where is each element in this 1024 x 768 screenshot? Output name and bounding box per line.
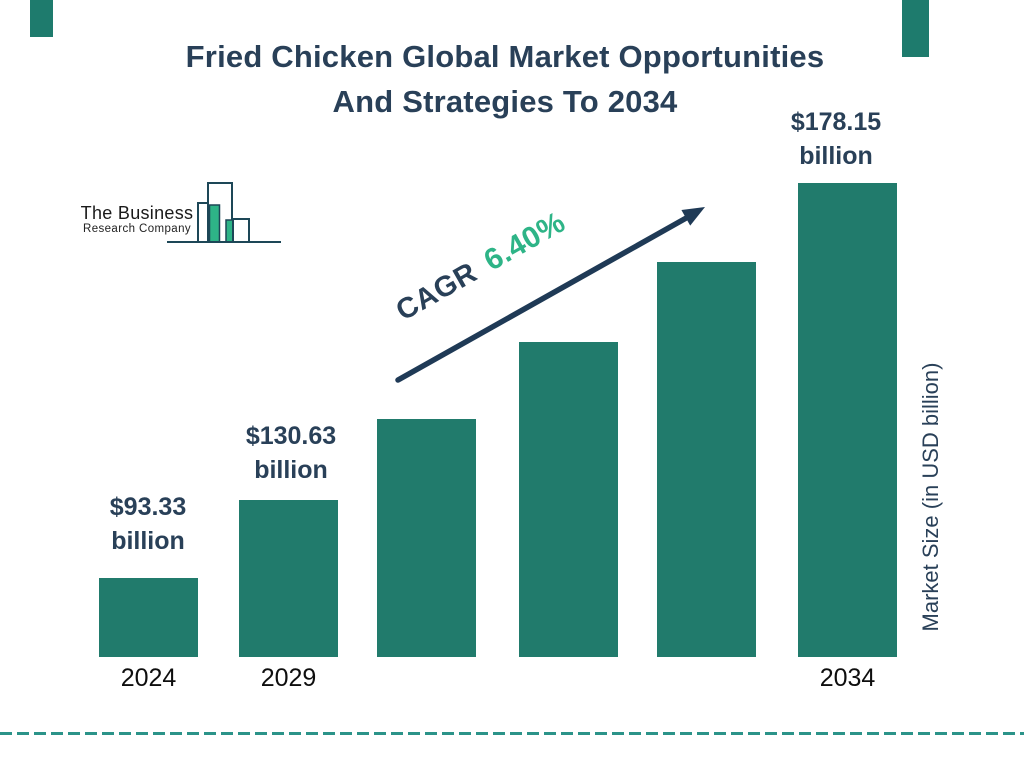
- cagr-label-group: CAGR6.40%: [390, 206, 572, 330]
- cagr-label: CAGR: [390, 256, 483, 328]
- market-bar-2024: [99, 578, 198, 657]
- value-unit: billion: [111, 527, 185, 555]
- company-logo-text: The Business Research Company: [78, 203, 196, 235]
- market-bar-2029: [239, 500, 338, 657]
- x-axis-label-2034: 2034: [819, 664, 876, 692]
- market-bar-intermediate-1: [377, 419, 476, 657]
- x-axis-label-2029: 2029: [260, 664, 317, 692]
- bottom-dashed-divider: [0, 732, 1024, 735]
- bar-value-label-2034: $178.15 billion: [736, 105, 936, 173]
- value-unit: billion: [799, 142, 873, 170]
- cagr-value: 6.40%: [478, 205, 571, 278]
- value-amount: $93.33: [109, 493, 187, 521]
- corner-accent-top-right: [902, 0, 929, 57]
- market-bar-2034: [798, 183, 897, 657]
- value-amount: $130.63: [245, 422, 337, 450]
- bar-value-label-2029: $130.63 billion: [191, 419, 391, 487]
- bar-value-label-2024: $93.33 billion: [48, 490, 248, 558]
- x-axis-label-2024: 2024: [120, 664, 177, 692]
- logo-name-primary: The Business: [80, 203, 194, 223]
- chart-title-line1: Fried Chicken Global Market Opportunitie…: [185, 39, 825, 74]
- logo-name-secondary: Research Company: [82, 223, 192, 235]
- value-unit: billion: [254, 456, 328, 484]
- market-bar-intermediate-3: [657, 262, 756, 657]
- chart-title: Fried Chicken Global Market Opportunitie…: [0, 34, 1010, 124]
- market-bar-intermediate-2: [519, 342, 618, 657]
- value-amount: $178.15: [790, 108, 882, 136]
- chart-title-line2: And Strategies To 2034: [332, 84, 678, 119]
- y-axis-title: Market Size (in USD billion): [918, 362, 943, 632]
- logo-bar-chart-icon: [167, 182, 281, 243]
- corner-accent-top-left: [30, 0, 53, 37]
